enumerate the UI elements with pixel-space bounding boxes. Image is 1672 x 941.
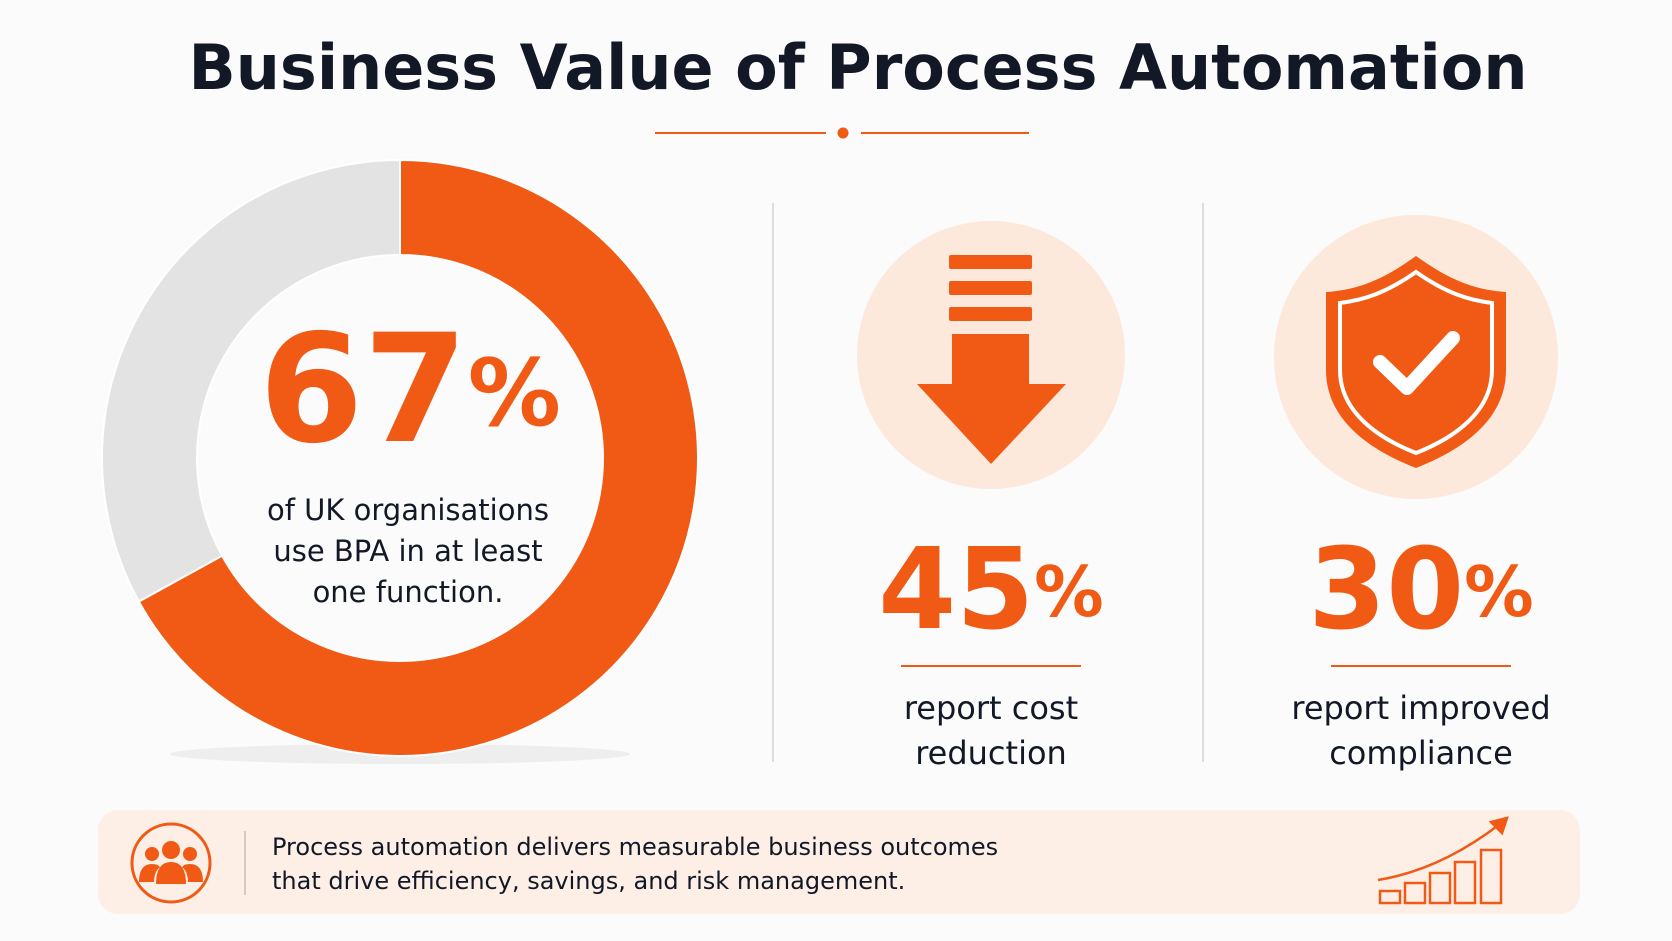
stat-value: 30% <box>1308 525 1533 655</box>
donut-caption: one function. <box>313 575 504 609</box>
title-dot <box>837 127 849 139</box>
footer-text: Process automation delivers measurable b… <box>272 833 998 861</box>
donut-caption: of UK organisations <box>267 493 549 527</box>
stat-caption: compliance <box>1329 734 1513 772</box>
donut-caption: use BPA in at least <box>273 534 542 568</box>
stat-value: 45% <box>878 525 1103 655</box>
donut-segment <box>137 158 699 757</box>
footer-panel <box>98 810 1580 914</box>
stat-caption: reduction <box>915 734 1067 772</box>
growth-icon <box>1377 816 1509 905</box>
donut-remainder <box>101 158 401 603</box>
people-icon <box>139 841 203 884</box>
title: Business Value of Process Automation <box>189 31 1528 104</box>
shield-icon <box>1326 256 1506 468</box>
footer-text: that drive efficiency, savings, and risk… <box>272 867 905 895</box>
stat-caption: report cost <box>904 689 1078 727</box>
people-icon <box>130 822 212 904</box>
stat-caption: report improved <box>1291 689 1550 727</box>
down-arrow-icon <box>917 255 1066 464</box>
stat-value: 67% <box>259 303 561 477</box>
